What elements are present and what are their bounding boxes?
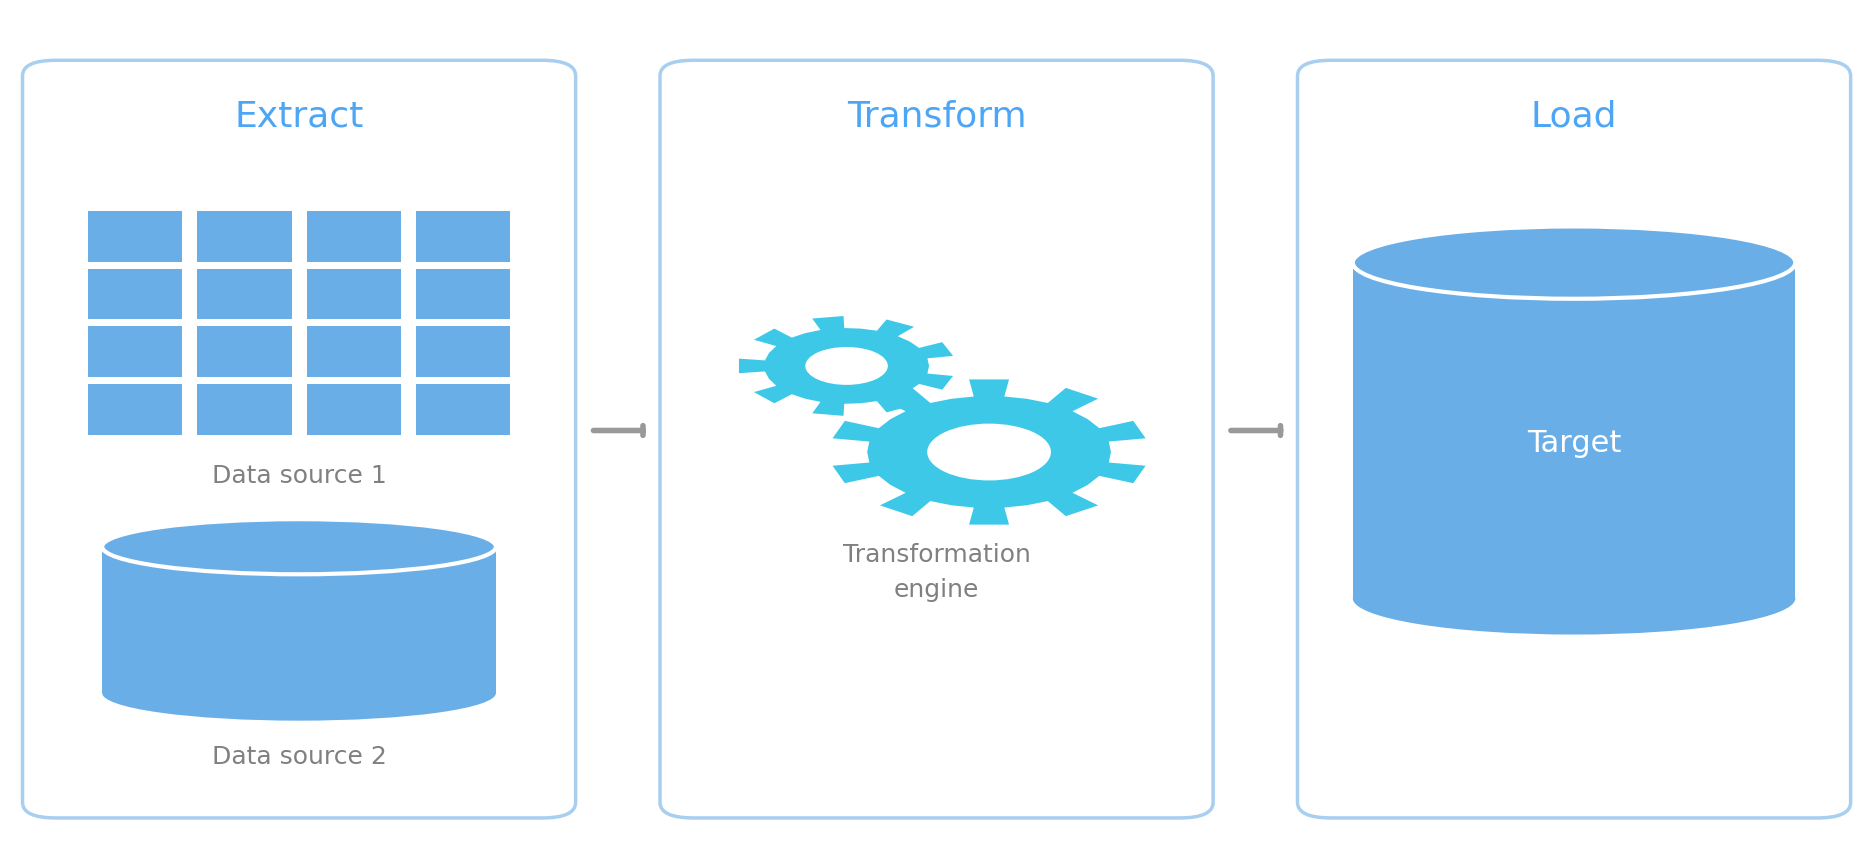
Text: Data source 2: Data source 2 — [212, 745, 386, 769]
Bar — [416, 384, 510, 435]
Text: Transformation
engine: Transformation engine — [842, 543, 1031, 602]
FancyBboxPatch shape — [660, 60, 1213, 818]
Circle shape — [926, 424, 1050, 480]
Polygon shape — [103, 547, 495, 693]
Ellipse shape — [1352, 562, 1794, 635]
Bar — [197, 326, 292, 377]
Bar — [88, 211, 182, 262]
FancyBboxPatch shape — [1298, 60, 1851, 818]
Bar — [416, 269, 510, 319]
Bar — [88, 269, 182, 319]
Text: Target: Target — [1526, 429, 1622, 458]
Ellipse shape — [101, 519, 495, 574]
Text: Data source 1: Data source 1 — [212, 464, 386, 488]
Text: Extract: Extract — [234, 99, 364, 133]
Bar — [308, 269, 401, 319]
Polygon shape — [1352, 263, 1794, 598]
Bar — [197, 269, 292, 319]
Ellipse shape — [101, 666, 495, 721]
Bar — [197, 384, 292, 435]
Ellipse shape — [1352, 226, 1794, 299]
Text: Load: Load — [1530, 99, 1618, 133]
Bar — [416, 211, 510, 262]
Bar — [308, 384, 401, 435]
Polygon shape — [832, 380, 1146, 524]
Bar — [416, 326, 510, 377]
Circle shape — [804, 347, 889, 385]
Text: Transform: Transform — [848, 99, 1026, 133]
Bar — [308, 326, 401, 377]
Polygon shape — [739, 316, 952, 416]
Bar — [88, 326, 182, 377]
FancyBboxPatch shape — [22, 60, 576, 818]
Bar — [308, 211, 401, 262]
Bar — [88, 384, 182, 435]
Bar — [197, 211, 292, 262]
